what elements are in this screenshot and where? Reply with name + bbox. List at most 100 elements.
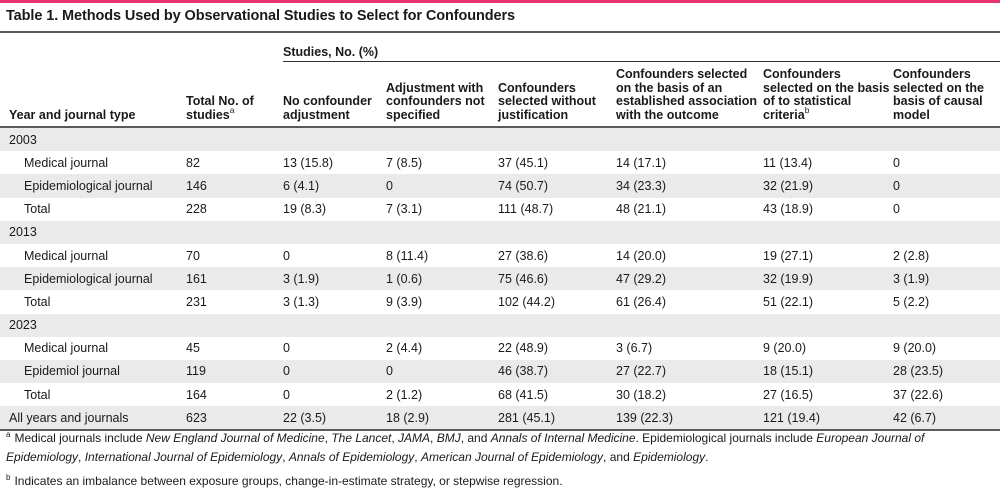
- title-rule: [0, 31, 1000, 33]
- table-cell: [498, 313, 616, 337]
- table-cell: 146: [186, 174, 283, 198]
- table-cell: 45: [186, 341, 200, 356]
- table-cell: 37 (45.1): [498, 155, 549, 170]
- year-label: 2013: [0, 220, 186, 244]
- table-cell: [283, 125, 386, 152]
- table-cell: 19 (8.3): [283, 202, 327, 217]
- table-cell: [283, 313, 386, 337]
- table-cell: 0: [893, 155, 900, 170]
- table-cell: 7 (3.1): [386, 202, 423, 217]
- table-cell: [616, 313, 763, 337]
- table-cell: 0: [283, 341, 290, 356]
- table-cell: 111 (48.7): [498, 202, 554, 217]
- table-cell: 22 (48.9): [498, 341, 549, 356]
- table-cell: 281 (45.1): [498, 406, 616, 432]
- table-row: Total 164 0 2 (1.2) 68 (41.5) 30 (18.2) 27 (16…: [0, 383, 1000, 406]
- row-label: Total: [24, 387, 51, 402]
- table-cell: 0: [283, 387, 290, 402]
- table-cell: 0: [283, 248, 290, 263]
- table-cell: 231: [186, 294, 207, 309]
- table-cell: [386, 220, 498, 244]
- table-cell: 27 (38.6): [498, 248, 549, 263]
- footnote-b-marker: b: [804, 104, 810, 115]
- row-label: Epidemiol journal: [0, 359, 186, 384]
- table-cell: 623: [186, 406, 283, 432]
- table-cell: 46 (38.7): [498, 359, 616, 384]
- table-cell: 27 (22.7): [616, 359, 763, 384]
- table-cell: 1 (0.6): [386, 267, 498, 291]
- table-cell: [616, 220, 763, 244]
- table-cell: [498, 125, 616, 152]
- table-row: 2013: [0, 220, 1000, 244]
- col-header-total: Total No. of studiesa: [186, 94, 254, 122]
- table-cell: 8 (11.4): [386, 248, 429, 263]
- row-label: Epidemiological journal: [0, 267, 186, 291]
- footnote-a: a Medical journals include New England Jo…: [6, 430, 925, 465]
- table-row: Epidemiological journal 161 3 (1.9) 1 (0.6)…: [0, 267, 1000, 291]
- table-cell: 121 (19.4): [763, 406, 893, 432]
- table-cell: 51 (22.1): [763, 294, 814, 309]
- table-cell: 48 (21.1): [616, 202, 667, 217]
- table-cell: 161: [186, 267, 283, 291]
- table-cell: 43 (18.9): [763, 202, 814, 217]
- table-cell: 82: [186, 155, 200, 170]
- table-cell: [386, 125, 498, 152]
- table-cell: 5 (2.2): [893, 294, 930, 309]
- footnote-a-marker: a: [229, 104, 235, 115]
- table-cell: 47 (29.2): [616, 267, 763, 291]
- table-cell: 42 (6.7): [893, 406, 1000, 432]
- table-cell: [498, 220, 616, 244]
- col-header-no-adjustment: No confounder adjustment: [283, 94, 372, 122]
- table-cell: 30 (18.2): [616, 387, 667, 402]
- table-cell: 3 (1.9): [893, 267, 1000, 291]
- table-cell: 68 (41.5): [498, 387, 549, 402]
- table-cell: 102 (44.2): [498, 294, 555, 309]
- row-label: All years and journals: [0, 406, 186, 432]
- table-row: All years and journals 623 22 (3.5) 18 (2.9…: [0, 406, 1000, 432]
- table-cell: 61 (26.4): [616, 294, 667, 309]
- table-cell: 7 (8.5): [386, 155, 423, 170]
- table-cell: 2 (4.4): [386, 341, 423, 356]
- table-row: 2003: [0, 125, 1000, 152]
- table-cell: 9 (20.0): [893, 341, 937, 356]
- table-cell: 0: [283, 359, 386, 384]
- table-row: Medical journal 82 13 (15.8) 7 (8.5) 37 (45.…: [0, 151, 1000, 174]
- table-cell: 3 (6.7): [616, 341, 653, 356]
- col-header-without-justification: Confounders selected without justificati…: [498, 80, 596, 122]
- confounder-methods-table: Studies, No. (%) Year and journal type T…: [0, 33, 1000, 432]
- col-header-causal-model: Confounders selected on the basis of cau…: [893, 67, 984, 122]
- row-label: Medical journal: [24, 248, 109, 263]
- table-cell: 9 (20.0): [763, 341, 807, 356]
- table-cell: [893, 220, 1000, 244]
- col-header-not-specified: Adjustment with confounders not specifie…: [386, 80, 485, 122]
- table-cell: [186, 125, 283, 152]
- table-cell: [893, 125, 1000, 152]
- table-cell: 14 (20.0): [616, 248, 667, 263]
- table-cell: 18 (15.1): [763, 359, 893, 384]
- table-row: Medical journal 45 0 2 (4.4) 22 (48.9) 3 (6.7…: [0, 337, 1000, 360]
- table-cell: [186, 313, 283, 337]
- table-cell: 2 (1.2): [386, 387, 423, 402]
- table-row: Epidemiological journal 146 6 (4.1) 0 74 (50…: [0, 174, 1000, 198]
- col-header-established-association: Confounders selected on the basis of an …: [616, 67, 758, 122]
- table-cell: 27 (16.5): [763, 387, 814, 402]
- table-cell: 18 (2.9): [386, 406, 498, 432]
- table-cell: 2 (2.8): [893, 248, 930, 263]
- table-cell: 164: [186, 387, 207, 402]
- table-cell: [763, 220, 893, 244]
- table-title: Table 1. Methods Used by Observational S…: [6, 8, 515, 24]
- table-cell: 32 (19.9): [763, 267, 893, 291]
- table-row: Epidemiol journal 119 0 0 46 (38.7) 27 (22.7)…: [0, 359, 1000, 384]
- table-cell: [616, 125, 763, 152]
- table-cell: 37 (22.6): [893, 387, 944, 402]
- table-body: 2003 Medical journal 82 13 (15.8) 7 (8.5) 37 …: [0, 125, 1000, 432]
- table-cell: [186, 220, 283, 244]
- column-header-row: Year and journal type Total No. of studi…: [0, 62, 1000, 128]
- group-header: Studies, No. (%): [283, 33, 1000, 62]
- col-header-statistical-criteria: Confounders selected on the basis of to …: [763, 67, 890, 122]
- table-cell: 74 (50.7): [498, 174, 616, 198]
- row-label: Epidemiological journal: [0, 174, 186, 198]
- col-header-year: Year and journal type: [9, 107, 136, 122]
- table-cell: [893, 313, 1000, 337]
- year-label: 2023: [0, 313, 186, 337]
